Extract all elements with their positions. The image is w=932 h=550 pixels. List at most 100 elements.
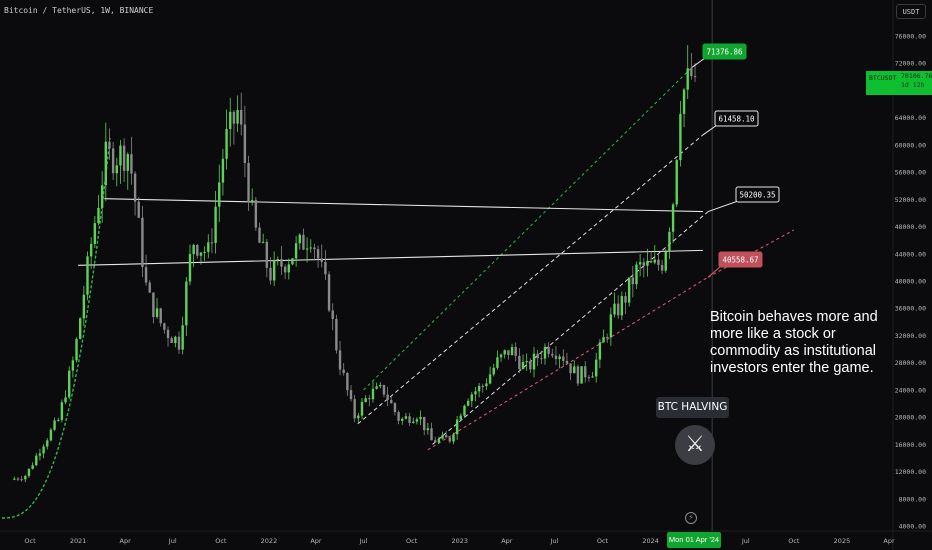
- candle-body: [155, 308, 159, 318]
- candle-body: [214, 206, 217, 243]
- time-axis-label: Jul: [168, 537, 177, 545]
- resistance-line: [104, 198, 703, 213]
- time-axis-label: Jul: [741, 537, 750, 545]
- candle-body: [185, 281, 188, 326]
- candle-body: [141, 217, 144, 268]
- candle-body: [430, 428, 433, 441]
- candle-body: [393, 403, 397, 413]
- price-axis: 4000.00 8000.00 12000.00 16000.00 20000.00 24…: [895, 33, 926, 531]
- candle-body: [441, 435, 444, 439]
- candle-body: [536, 353, 539, 359]
- lightning-bolt-icon[interactable]: ⚡: [685, 512, 697, 524]
- crossed-swords-icon[interactable]: ⚔: [675, 425, 715, 465]
- candle-body: [251, 200, 254, 203]
- candle-body: [605, 337, 609, 339]
- price-tag-price: 70106.76: [901, 72, 932, 80]
- candle-body: [375, 386, 378, 389]
- candle-body: [272, 260, 276, 281]
- candle-body: [126, 154, 129, 171]
- candle-body: [57, 419, 60, 421]
- halving-label[interactable]: BTC HALVING: [656, 397, 729, 418]
- candle-body: [382, 384, 386, 395]
- callout-box: [718, 251, 763, 268]
- time-axis: Oct 2021 Apr Jul Oct 2022 Apr Jul Oct 2023 Apr Jul O…: [24, 537, 895, 545]
- candle-body: [254, 200, 258, 228]
- time-axis-label: Jul: [549, 537, 558, 545]
- candle-body: [602, 337, 605, 343]
- candle-body: [496, 357, 499, 368]
- candle-body: [269, 267, 272, 281]
- time-axis-label: Apr: [501, 537, 513, 545]
- price-axis-label: 64000.00: [895, 114, 926, 122]
- candle-body: [133, 173, 137, 202]
- candle-body: [174, 336, 177, 344]
- candle-body: [573, 366, 576, 374]
- candle-body: [488, 374, 492, 384]
- candle-body: [646, 260, 649, 266]
- candle-body: [675, 160, 678, 205]
- candle-body: [49, 429, 53, 441]
- candle-body: [423, 416, 426, 431]
- candle-body: [283, 266, 287, 273]
- price-axis-label: 12000.00: [895, 468, 926, 476]
- candle-body: [463, 405, 466, 416]
- price-axis-label: 36000.00: [895, 305, 926, 313]
- callout-price-label: 61458.10: [718, 115, 755, 124]
- currency-selector[interactable]: USDT: [896, 4, 926, 19]
- candle-body: [261, 241, 265, 243]
- candle-body: [111, 148, 115, 174]
- candle-body: [294, 243, 298, 259]
- candle-body: [86, 256, 89, 295]
- price-axis-label: 4000.00: [899, 523, 926, 531]
- candle-body: [137, 201, 140, 218]
- candle-body: [576, 366, 580, 384]
- time-axis-label: Jul: [359, 537, 368, 545]
- time-axis-label: 2024: [642, 537, 659, 545]
- price-axis-label: 24000.00: [895, 386, 926, 394]
- candle-body: [499, 354, 503, 358]
- candle-body: [276, 259, 280, 261]
- candle-body: [433, 440, 437, 443]
- price-axis-label: 44000.00: [895, 250, 926, 258]
- annotation-line: commodity as institutional: [710, 343, 877, 359]
- candle-body: [452, 434, 455, 442]
- candle-body: [386, 394, 389, 400]
- symbol-title[interactable]: Bitcoin / TetherUS, 1W, BINANCE: [4, 6, 154, 15]
- candle-body: [404, 416, 408, 419]
- candle-body: [324, 261, 327, 275]
- candle-body: [265, 241, 269, 268]
- candle-body: [580, 366, 583, 384]
- candle-body: [444, 435, 448, 438]
- candle-body: [616, 303, 620, 316]
- candle-body: [412, 421, 415, 423]
- candle-body: [327, 274, 331, 311]
- candle-body: [371, 388, 375, 400]
- candle-body: [97, 207, 100, 224]
- candle-body: [298, 234, 301, 244]
- candle-body: [609, 314, 613, 338]
- candle-body: [240, 109, 243, 125]
- time-axis-label: 2023: [451, 537, 468, 545]
- candle-body: [595, 359, 598, 377]
- candle-body: [470, 394, 473, 401]
- callout-box: [714, 110, 759, 127]
- candle-body: [510, 347, 514, 356]
- time-axis-label: 2025: [834, 537, 851, 545]
- callout-leader: [707, 265, 722, 278]
- candle-body: [415, 419, 419, 422]
- candle-body: [353, 399, 356, 419]
- callout-price-label: 40558.67: [722, 256, 758, 265]
- price-axis-label: 8000.00: [899, 495, 926, 503]
- candle-body: [170, 338, 173, 344]
- support-line: [78, 249, 703, 266]
- price-axis-label: 40000.00: [895, 278, 926, 286]
- candle-body: [569, 363, 572, 374]
- candle-body: [401, 418, 404, 421]
- price-axis-label: 72000.00: [895, 60, 926, 68]
- candle-body: [53, 420, 56, 430]
- candle-body: [368, 398, 371, 400]
- callout-leader: [702, 124, 718, 136]
- callout-leader: [691, 57, 706, 68]
